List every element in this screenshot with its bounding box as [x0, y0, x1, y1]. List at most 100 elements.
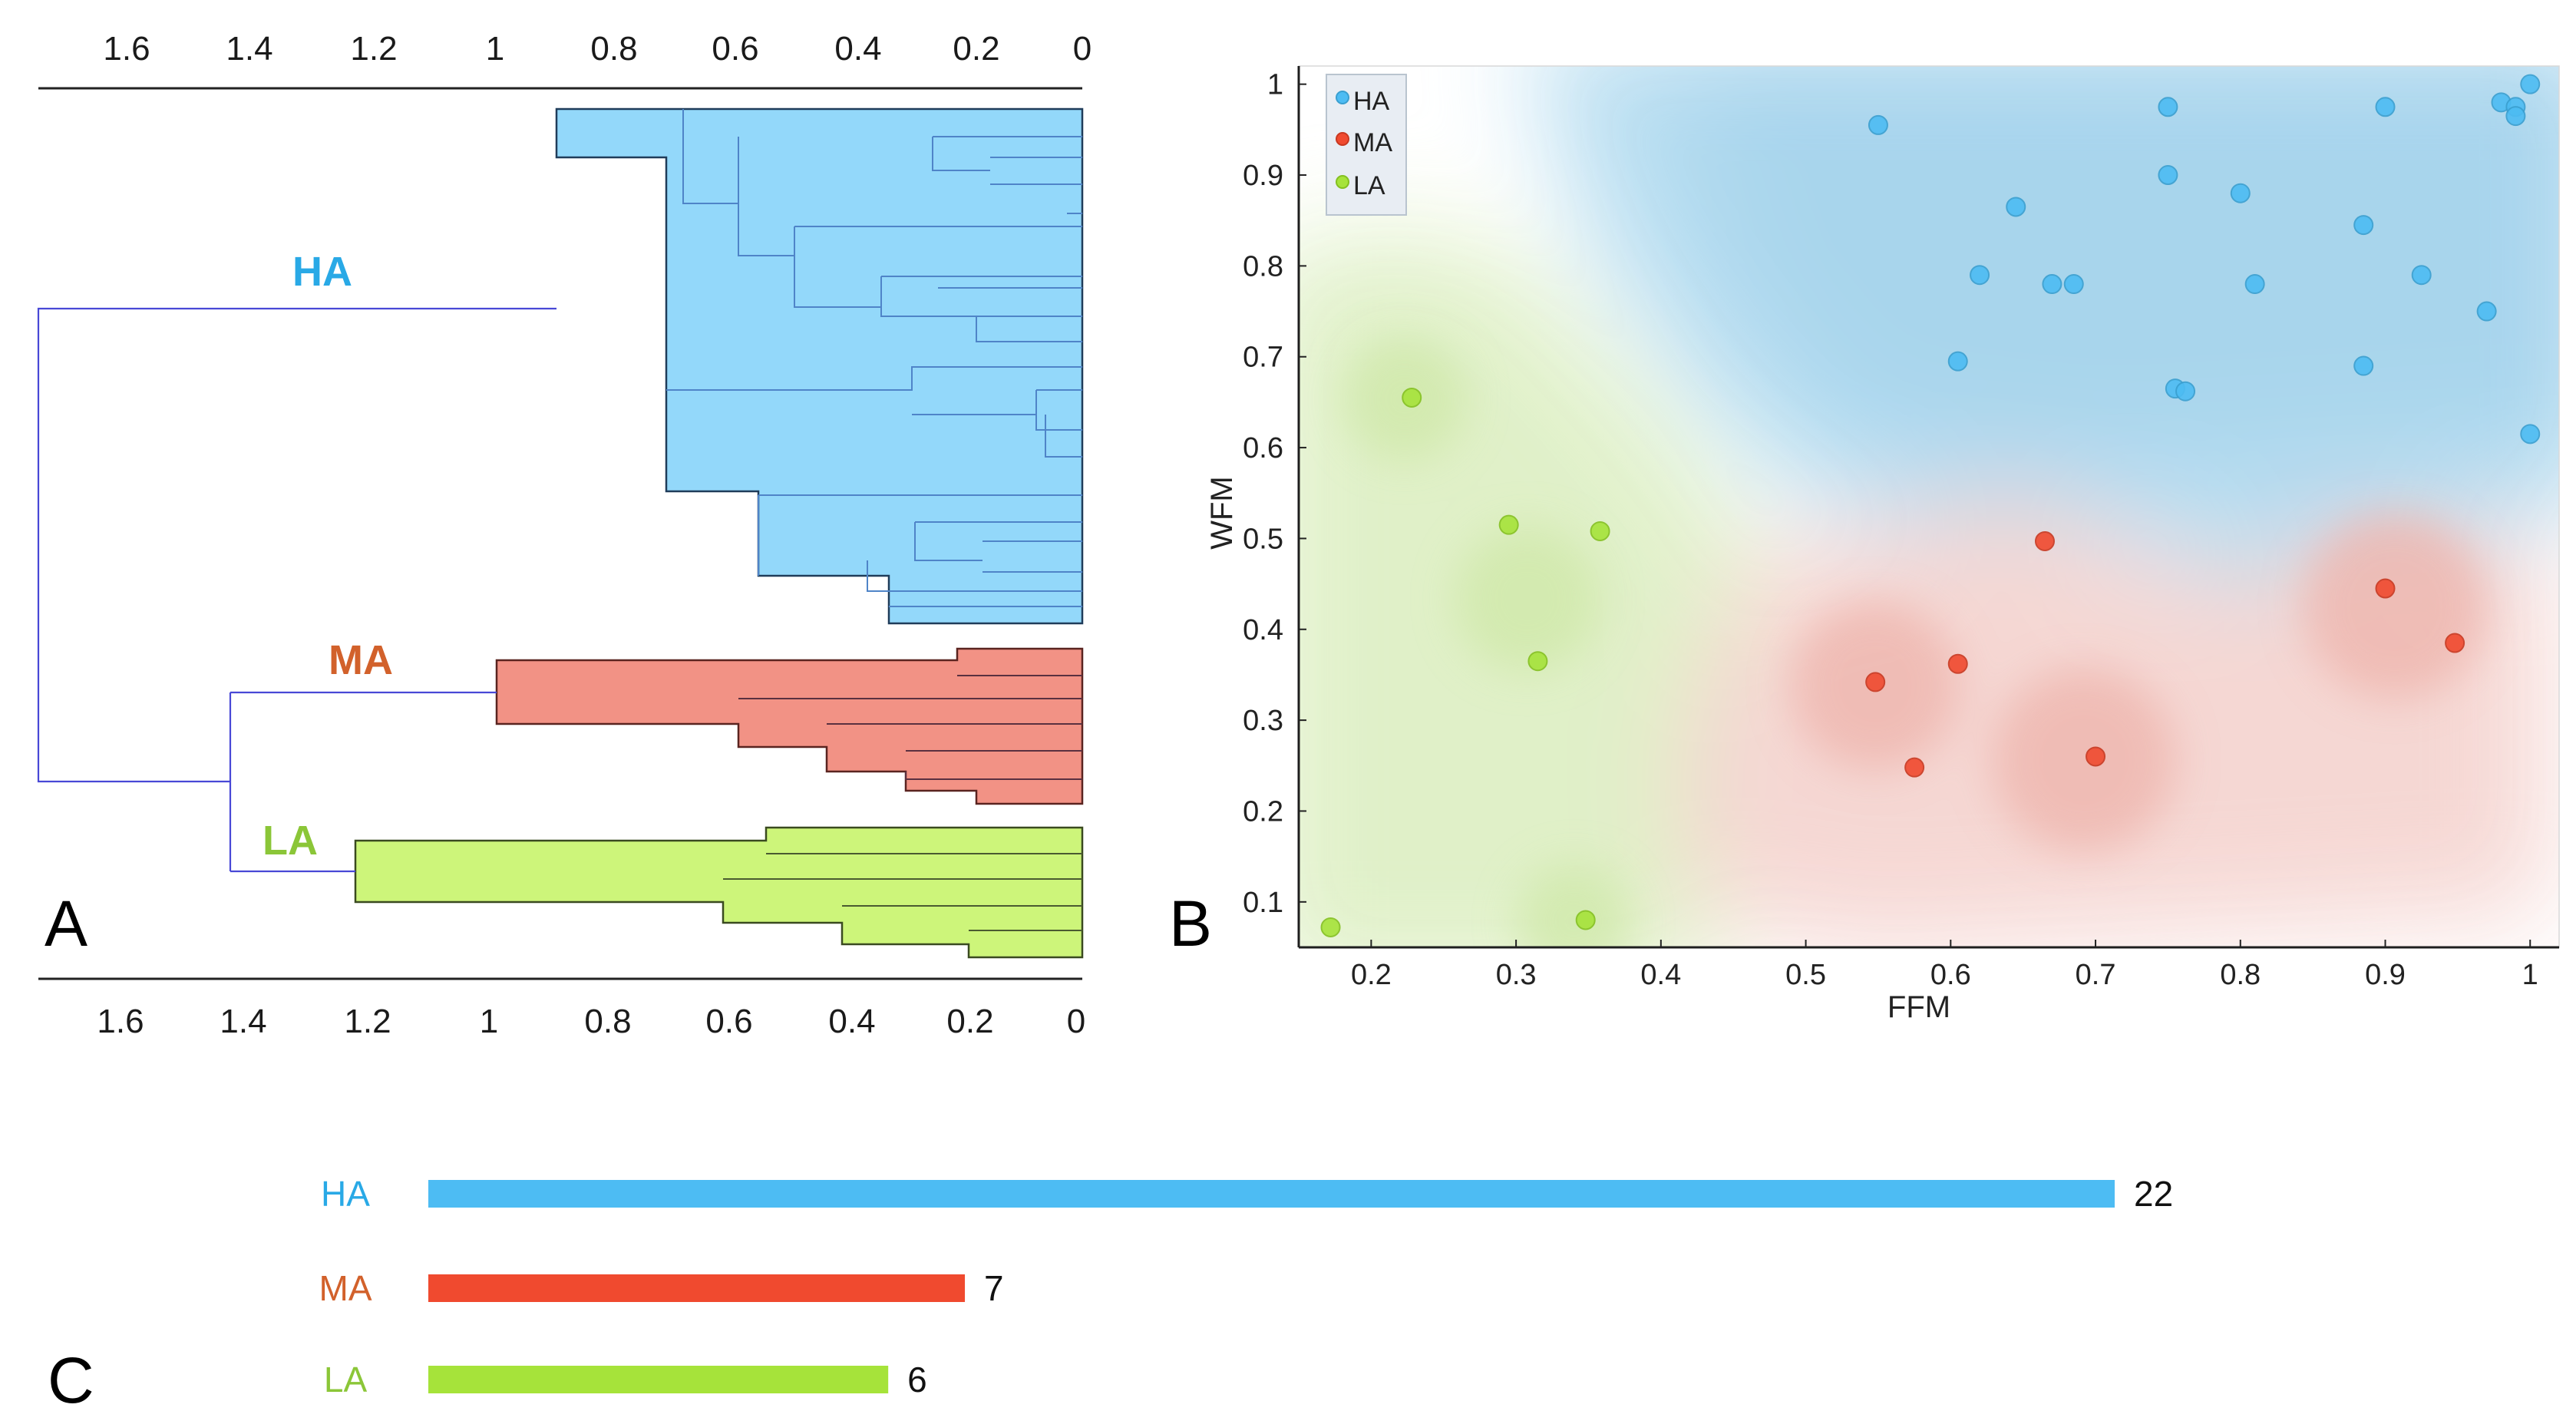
dendrogram-top-tick: 1.6: [103, 30, 150, 68]
scatter-point-la: [1590, 520, 1610, 541]
dendrogram-bottom-tick: 0.4: [828, 1003, 875, 1040]
dendrogram-bottom-tick: 1.2: [344, 1003, 391, 1040]
dendrogram-bottom-tick: 1: [480, 1003, 498, 1040]
scatter-point-ma: [2375, 578, 2396, 599]
dendrogram-bottom-tick: 0.8: [584, 1003, 631, 1040]
panel-letter-c: C: [48, 1344, 94, 1416]
scatter-point-ha: [1947, 351, 1968, 372]
scatter-point-ha: [2158, 165, 2178, 186]
bar-category-ma: MA: [319, 1268, 372, 1308]
panel-letter-a: A: [45, 887, 88, 960]
dendrogram-top-tick: 1.2: [350, 30, 397, 68]
scatter-point-ma: [1947, 653, 1968, 674]
dendrogram-top-tick: 1.4: [226, 30, 272, 68]
dendrogram-root-links: [37, 307, 556, 873]
scatter-x-tick: 0.5: [1785, 959, 1826, 991]
scatter-y-tick: 1: [1267, 69, 1283, 101]
scatter-point-ha: [2006, 197, 2026, 217]
scatter-x-tick: 0.7: [2076, 959, 2116, 991]
scatter-point-la: [1402, 387, 1422, 408]
dendrogram-panel: 1.6 1.4 1.2 1 0.8 0.6 0.4 0.2 0 1.6 1.4 1.2 1 0.8 0.6…: [37, 30, 1091, 1040]
dendrogram-bottom-tick: 1.4: [220, 1003, 266, 1040]
scatter-x-tick: 0.3: [1496, 959, 1537, 991]
legend-label-ma: MA: [1353, 128, 1392, 157]
bar-la: [428, 1366, 889, 1393]
scatter-y-tick: 0.8: [1243, 250, 1283, 283]
legend-marker-la: [1336, 175, 1349, 189]
panel-letter-b: B: [1169, 887, 1212, 960]
ma-cluster-branches: [495, 647, 1084, 805]
dendrogram-top-tick: 0.4: [834, 30, 881, 68]
scatter-y-tick: 0.9: [1243, 160, 1283, 192]
scatter-x-tick: 1: [2522, 959, 2538, 991]
dendrogram-bottom-tick: 0: [1067, 1003, 1085, 1040]
scatter-y-tick: 0.5: [1243, 523, 1283, 555]
dendrogram-bottom-tick: 0.2: [946, 1003, 993, 1040]
dendrogram-top-tick: 0: [1073, 30, 1091, 68]
scatter-y-tick: 0.4: [1243, 614, 1283, 646]
scatter-y-label: WFM: [1205, 476, 1239, 550]
scatter-y-tick: 0.1: [1243, 887, 1283, 919]
scatter-point-ha: [1868, 114, 1888, 135]
scatter-point-ha: [2353, 215, 2374, 236]
legend-label-ha: HA: [1353, 87, 1390, 116]
scatter-point-ma: [2445, 633, 2465, 653]
dendrogram-top-tick: 0.8: [590, 30, 637, 68]
scatter-point-la: [1575, 910, 1596, 930]
scatter-point-ha: [2520, 424, 2541, 444]
scatter-point-ha: [2244, 274, 2265, 295]
scatter-point-ha: [2063, 274, 2084, 295]
scatter-point-la: [1527, 651, 1548, 672]
scatter-y-tick: 0.2: [1243, 795, 1283, 828]
scatter-x-label: FFM: [1887, 990, 1950, 1024]
scatter-x-tick: 0.8: [2220, 959, 2261, 991]
dendrogram-top-tick: 0.6: [712, 30, 758, 68]
scatter-point-ha: [2230, 183, 2251, 203]
la-cluster-fill: [354, 826, 1084, 959]
scatter-point-la: [1498, 514, 1519, 535]
bar-ma: [428, 1274, 966, 1302]
la-cluster-label: LA: [263, 818, 318, 864]
legend-label-la: LA: [1353, 171, 1385, 200]
ma-cluster-label: MA: [329, 637, 393, 683]
scatter-point-ma: [1904, 757, 1925, 778]
scatter-point-ha: [2520, 74, 2541, 94]
scatter-point-ma: [2034, 530, 2055, 551]
bar-panel: HA 22 MA 7 LA 6 C: [48, 1174, 2173, 1416]
scatter-x-tick: 0.4: [1640, 959, 1681, 991]
scatter-point-ha: [2042, 274, 2062, 295]
legend-marker-ha: [1336, 91, 1349, 104]
ma-cluster-fill: [495, 647, 1084, 805]
scatter-point-ha: [2476, 301, 2497, 322]
scatter-y-tick: 0.3: [1243, 705, 1283, 737]
la-cluster-branches: [354, 826, 1084, 959]
legend-marker-ma: [1336, 132, 1349, 146]
scatter-y-tick: 0.6: [1243, 432, 1283, 464]
region-background: [1299, 66, 2559, 947]
bar-category-la: LA: [324, 1360, 368, 1400]
scatter-x-tick: 0.2: [1351, 959, 1392, 991]
scatter-point-ha: [2175, 381, 2196, 402]
scatter-point-ha: [2505, 106, 2526, 127]
scatter-point-ha: [2375, 97, 2396, 117]
scatter-panel: 0.2 0.3 0.4 0.5 0.6 0.7 0.8 0.9 1 0.1 0.2 0.3 0.4 0.5…: [1169, 65, 2560, 1024]
scatter-x-tick: 0.6: [1930, 959, 1971, 991]
scatter-point-ma: [1865, 672, 1886, 692]
bar-category-ha: HA: [321, 1174, 370, 1214]
bar-value-la: 6: [907, 1360, 927, 1400]
scatter-legend: HA MA LA: [1326, 74, 1407, 216]
scatter-point-ha: [2411, 265, 2432, 286]
ha-cluster-branches: [555, 107, 1084, 625]
scatter-point-ha: [2353, 355, 2374, 376]
dendrogram-bottom-tick: 1.6: [97, 1003, 144, 1040]
bar-value-ha: 22: [2134, 1174, 2173, 1214]
scatter-x-tick: 0.9: [2365, 959, 2406, 991]
bar-value-ma: 7: [984, 1268, 1004, 1308]
dendrogram-top-tick: 1: [486, 30, 504, 68]
dendrogram-bottom-tick: 0.6: [705, 1003, 752, 1040]
bar-ha: [428, 1180, 2115, 1208]
dendrogram-top-tick: 0.2: [953, 30, 999, 68]
scatter-point-la: [1320, 917, 1341, 937]
ha-cluster-label: HA: [292, 249, 352, 295]
